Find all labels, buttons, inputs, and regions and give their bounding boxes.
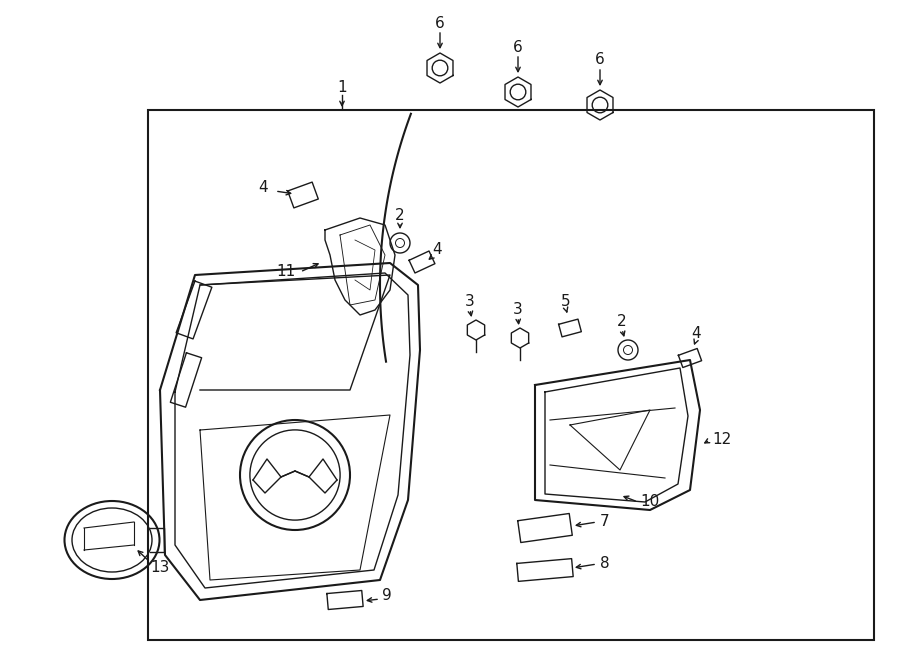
Text: 10: 10: [640, 494, 659, 510]
Text: 4: 4: [432, 243, 442, 258]
Text: 2: 2: [617, 315, 626, 329]
Text: 12: 12: [712, 432, 731, 447]
Text: 8: 8: [600, 557, 609, 572]
Text: 6: 6: [513, 40, 523, 54]
Text: 3: 3: [465, 295, 475, 309]
Text: 6: 6: [595, 52, 605, 67]
Text: 7: 7: [600, 514, 609, 529]
Text: 2: 2: [395, 208, 405, 223]
Text: 1: 1: [338, 81, 346, 95]
Text: 4: 4: [691, 325, 701, 340]
Text: 9: 9: [382, 588, 392, 603]
Text: 11: 11: [277, 264, 296, 280]
Text: 13: 13: [150, 561, 169, 576]
Text: 3: 3: [513, 303, 523, 317]
Text: 5: 5: [562, 295, 571, 309]
Text: 4: 4: [258, 180, 268, 196]
Text: 6: 6: [435, 15, 445, 30]
Bar: [148, 110, 874, 640]
